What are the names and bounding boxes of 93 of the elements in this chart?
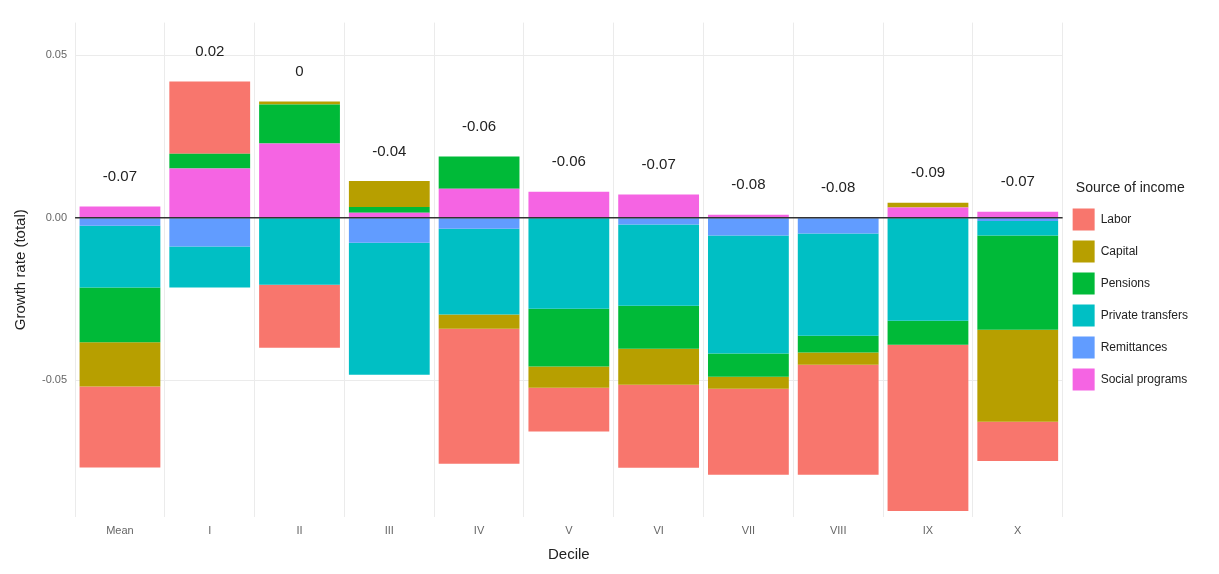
bar <box>528 387 610 432</box>
bar <box>259 101 340 105</box>
bar <box>708 218 789 236</box>
bar <box>79 218 161 226</box>
bar <box>618 305 700 349</box>
bar <box>348 206 430 213</box>
bar <box>797 218 879 234</box>
y-axis-title: Growth rate (total) <box>11 209 29 331</box>
total-label: -0.04 <box>372 141 407 159</box>
bar <box>348 180 430 207</box>
bar <box>259 104 340 144</box>
bar <box>169 81 251 154</box>
bar <box>618 218 700 225</box>
bar <box>977 235 1059 330</box>
bar <box>259 143 340 218</box>
bar <box>438 328 520 464</box>
x-tick-label: IV <box>473 524 485 537</box>
bar <box>708 376 789 389</box>
bar <box>438 218 520 229</box>
bar <box>887 344 969 511</box>
y-tick-label: -0.05 <box>41 373 68 386</box>
y-tick-label: 0.05 <box>45 48 68 61</box>
bar <box>887 320 969 345</box>
legend-label: Pensions <box>1100 275 1151 290</box>
total-label: -0.08 <box>821 178 856 196</box>
bar <box>438 314 520 329</box>
bar <box>438 228 520 315</box>
bar <box>618 384 700 468</box>
bar <box>618 194 700 218</box>
total-label: -0.09 <box>910 163 946 181</box>
x-tick-label: VII <box>741 524 756 537</box>
bar <box>348 212 430 218</box>
legend-label: Social programs <box>1100 371 1188 386</box>
x-tick-label: IX <box>922 524 934 537</box>
bar <box>169 246 251 288</box>
bar <box>438 156 520 189</box>
bar <box>618 224 700 306</box>
x-tick-label: Mean <box>106 524 134 537</box>
bar <box>887 207 969 218</box>
bar <box>528 218 610 309</box>
bar <box>797 352 879 365</box>
x-tick-label: III <box>384 524 394 537</box>
legend-label: Labor <box>1100 211 1132 226</box>
legend-label: Remittances <box>1100 339 1168 354</box>
total-label: -0.07 <box>641 155 676 173</box>
bar <box>797 233 879 336</box>
x-tick-label: VIII <box>829 524 847 537</box>
bar <box>977 421 1059 461</box>
bar <box>79 342 161 387</box>
bar <box>259 284 340 348</box>
total-label: 0 <box>295 62 304 80</box>
bar <box>977 329 1059 422</box>
total-label: 0.02 <box>195 42 225 60</box>
bar <box>79 225 161 288</box>
bar <box>708 388 789 475</box>
y-tick-label: 0.00 <box>45 210 68 223</box>
bar <box>79 287 161 343</box>
total-label: -0.07 <box>1000 172 1035 190</box>
bar <box>887 218 969 321</box>
bar <box>528 308 610 367</box>
bar <box>438 188 520 218</box>
total-label: -0.06 <box>461 117 497 135</box>
bar <box>708 353 789 377</box>
bar <box>708 235 789 354</box>
bar <box>169 218 251 247</box>
bar <box>259 218 340 285</box>
bar <box>977 218 1059 221</box>
legend-label: Capital <box>1100 243 1138 258</box>
bar <box>797 335 879 353</box>
bar <box>169 168 251 218</box>
bar <box>528 191 610 218</box>
total-label: -0.07 <box>102 167 138 185</box>
bar <box>977 211 1059 218</box>
bar <box>169 153 251 169</box>
bar <box>797 364 879 475</box>
bar <box>79 206 161 218</box>
bar <box>348 242 430 375</box>
x-tick-label: II <box>296 524 303 537</box>
x-tick-label: X <box>1014 524 1023 537</box>
bar <box>528 366 610 388</box>
bar <box>618 348 700 385</box>
total-label: -0.08 <box>731 175 766 193</box>
bar <box>977 220 1059 236</box>
bar <box>887 202 969 208</box>
x-tick-label: I <box>208 524 212 537</box>
bar <box>348 218 430 243</box>
x-tick-label: V <box>565 524 574 537</box>
total-label: -0.06 <box>551 152 586 170</box>
legend-title: Source of income <box>1075 179 1185 196</box>
legend-label: Private transfers <box>1100 307 1189 322</box>
bar <box>79 386 161 468</box>
x-tick-label: VI <box>653 524 664 537</box>
x-axis-title: Decile <box>548 545 590 563</box>
